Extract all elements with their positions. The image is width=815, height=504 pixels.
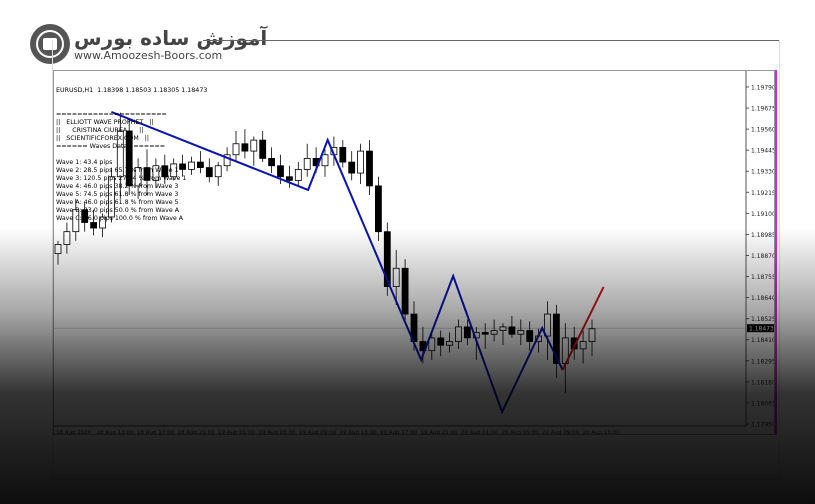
time-tick-label: 18 Aug 17:00 [137,430,175,434]
candle-body [294,169,302,181]
price-tick-label: 1.19445 [751,148,774,155]
candle-body [339,147,347,163]
current-price-label: 1.18473 [749,326,774,333]
price-tick-label: 1.18065 [751,400,774,407]
candle-body [455,326,462,342]
price-tick-label: 1.18755 [751,274,774,281]
time-tick-label: 19 Aug 13:00 [340,430,378,434]
candle-body [481,331,489,335]
candle-body [517,330,525,335]
price-tick-label: 1.18985 [751,232,774,239]
time-tick-label: 19 Aug 17:00 [380,430,418,434]
candle-body [214,165,222,178]
indicator-line: || ELLIOTT WAVE PROPHET || [56,119,154,126]
price-tick-label: 1.18640 [751,295,774,302]
indicator-line: Wave B: 23.0 pips 50.0 % from Wave A [56,207,180,214]
price-tick-label: 1.18525 [751,316,774,323]
price-tick-label: 1.19560 [751,127,774,134]
price-tick-label: 1.17950 [751,421,774,428]
indicator-line: Wave 4: 46.0 pips 38.2 % from Wave 3 [56,183,179,190]
indicator-line: Wave A: 46.0 pips 61.8 % from Wave 5 [56,199,179,206]
indicator-line: Wave 2: 28.5 pips 65.7 % from Wave 1 [56,167,179,174]
candle-body [54,244,62,255]
candle-body [348,161,356,174]
time-tick-label: 18 Aug 21:00 [178,430,216,434]
price-tick-label: 1.19100 [751,211,774,218]
time-tick-label: 20 Aug 13:00 [583,430,621,434]
candle-body [446,341,454,346]
indicator-line: ====== Waves Data : ====== [56,143,166,150]
price-tick-label: 1.18870 [751,253,774,260]
candle-body [374,185,382,233]
candle-body [366,150,373,187]
price-tick-label: 1.19675 [751,106,774,113]
candle-body [250,139,258,152]
price-tick-label: 1.19215 [751,190,774,197]
candle-body [303,158,311,170]
indicator-line: ===================== [56,111,167,118]
price-tick-label: 1.19790 [751,85,774,92]
candle-body [357,150,365,174]
indicator-line: Wave 1: 43.4 pips [56,159,113,166]
indicator-line: || CRISTINA CIUREA || [56,127,144,134]
candle-body [392,267,400,288]
indicator-line: || SCIENTIFICFOREX.COM || [56,135,150,142]
time-tick-label: 19 Aug 09:00 [299,430,337,434]
indicator-line: Wave 5: 74.5 pips 61.8 % from Wave 3 [56,191,179,198]
candle-body [463,326,471,339]
time-tick-label: 19 Aug 05:00 [259,430,297,434]
candle-body [401,267,409,315]
candle-body [277,165,284,178]
time-tick-label: 20 Aug 05:00 [502,430,540,434]
candle-body [579,341,587,350]
time-tick-label: 20 Aug 09:00 [542,430,580,434]
price-tick-label: 1.18295 [751,358,774,365]
candle-body [321,154,329,167]
candle-body [508,326,516,335]
candle-body [232,143,240,156]
candle-body [490,330,498,335]
time-tick-label: 20 Aug 01:00 [461,430,499,434]
indicator-line: Wave C: 46.0 pips 100.0 % from Wave A [56,215,184,222]
candle-body [285,176,293,181]
indicator-line: Wave 3: 120.5 pips 277.4 % from Wave 1 [56,175,187,182]
candle-body [499,326,507,331]
candle-body [268,158,276,167]
time-tick-label: 18 Aug 13:00 [97,430,135,434]
time-tick-label: 19 Aug 01:00 [218,430,256,434]
price-tick-label: 1.19330 [751,169,774,176]
candle-body [588,328,596,342]
time-tick-label: 19 Aug 21:00 [421,430,459,434]
candle-body [437,337,445,346]
price-tick-label: 1.18180 [751,379,774,386]
indicator-info: EURUSD,H1 1.18398 1.18503 1.18305 1.1847… [56,71,207,239]
symbol-line: EURUSD,H1 1.18398 1.18503 1.18305 1.1847… [56,87,208,94]
time-tick-label: 18 Aug 2020 [56,430,92,434]
candle-body [259,139,267,159]
price-tick-label: 1.18410 [751,337,774,344]
chart-window[interactable]: 1.19790 1.19675 1.19560 1.19445 1.19330 1.192… [53,70,776,436]
candle-body [526,330,534,342]
candle-body [241,143,249,152]
indicator-bar [775,70,777,435]
indicator-line [56,151,207,159]
